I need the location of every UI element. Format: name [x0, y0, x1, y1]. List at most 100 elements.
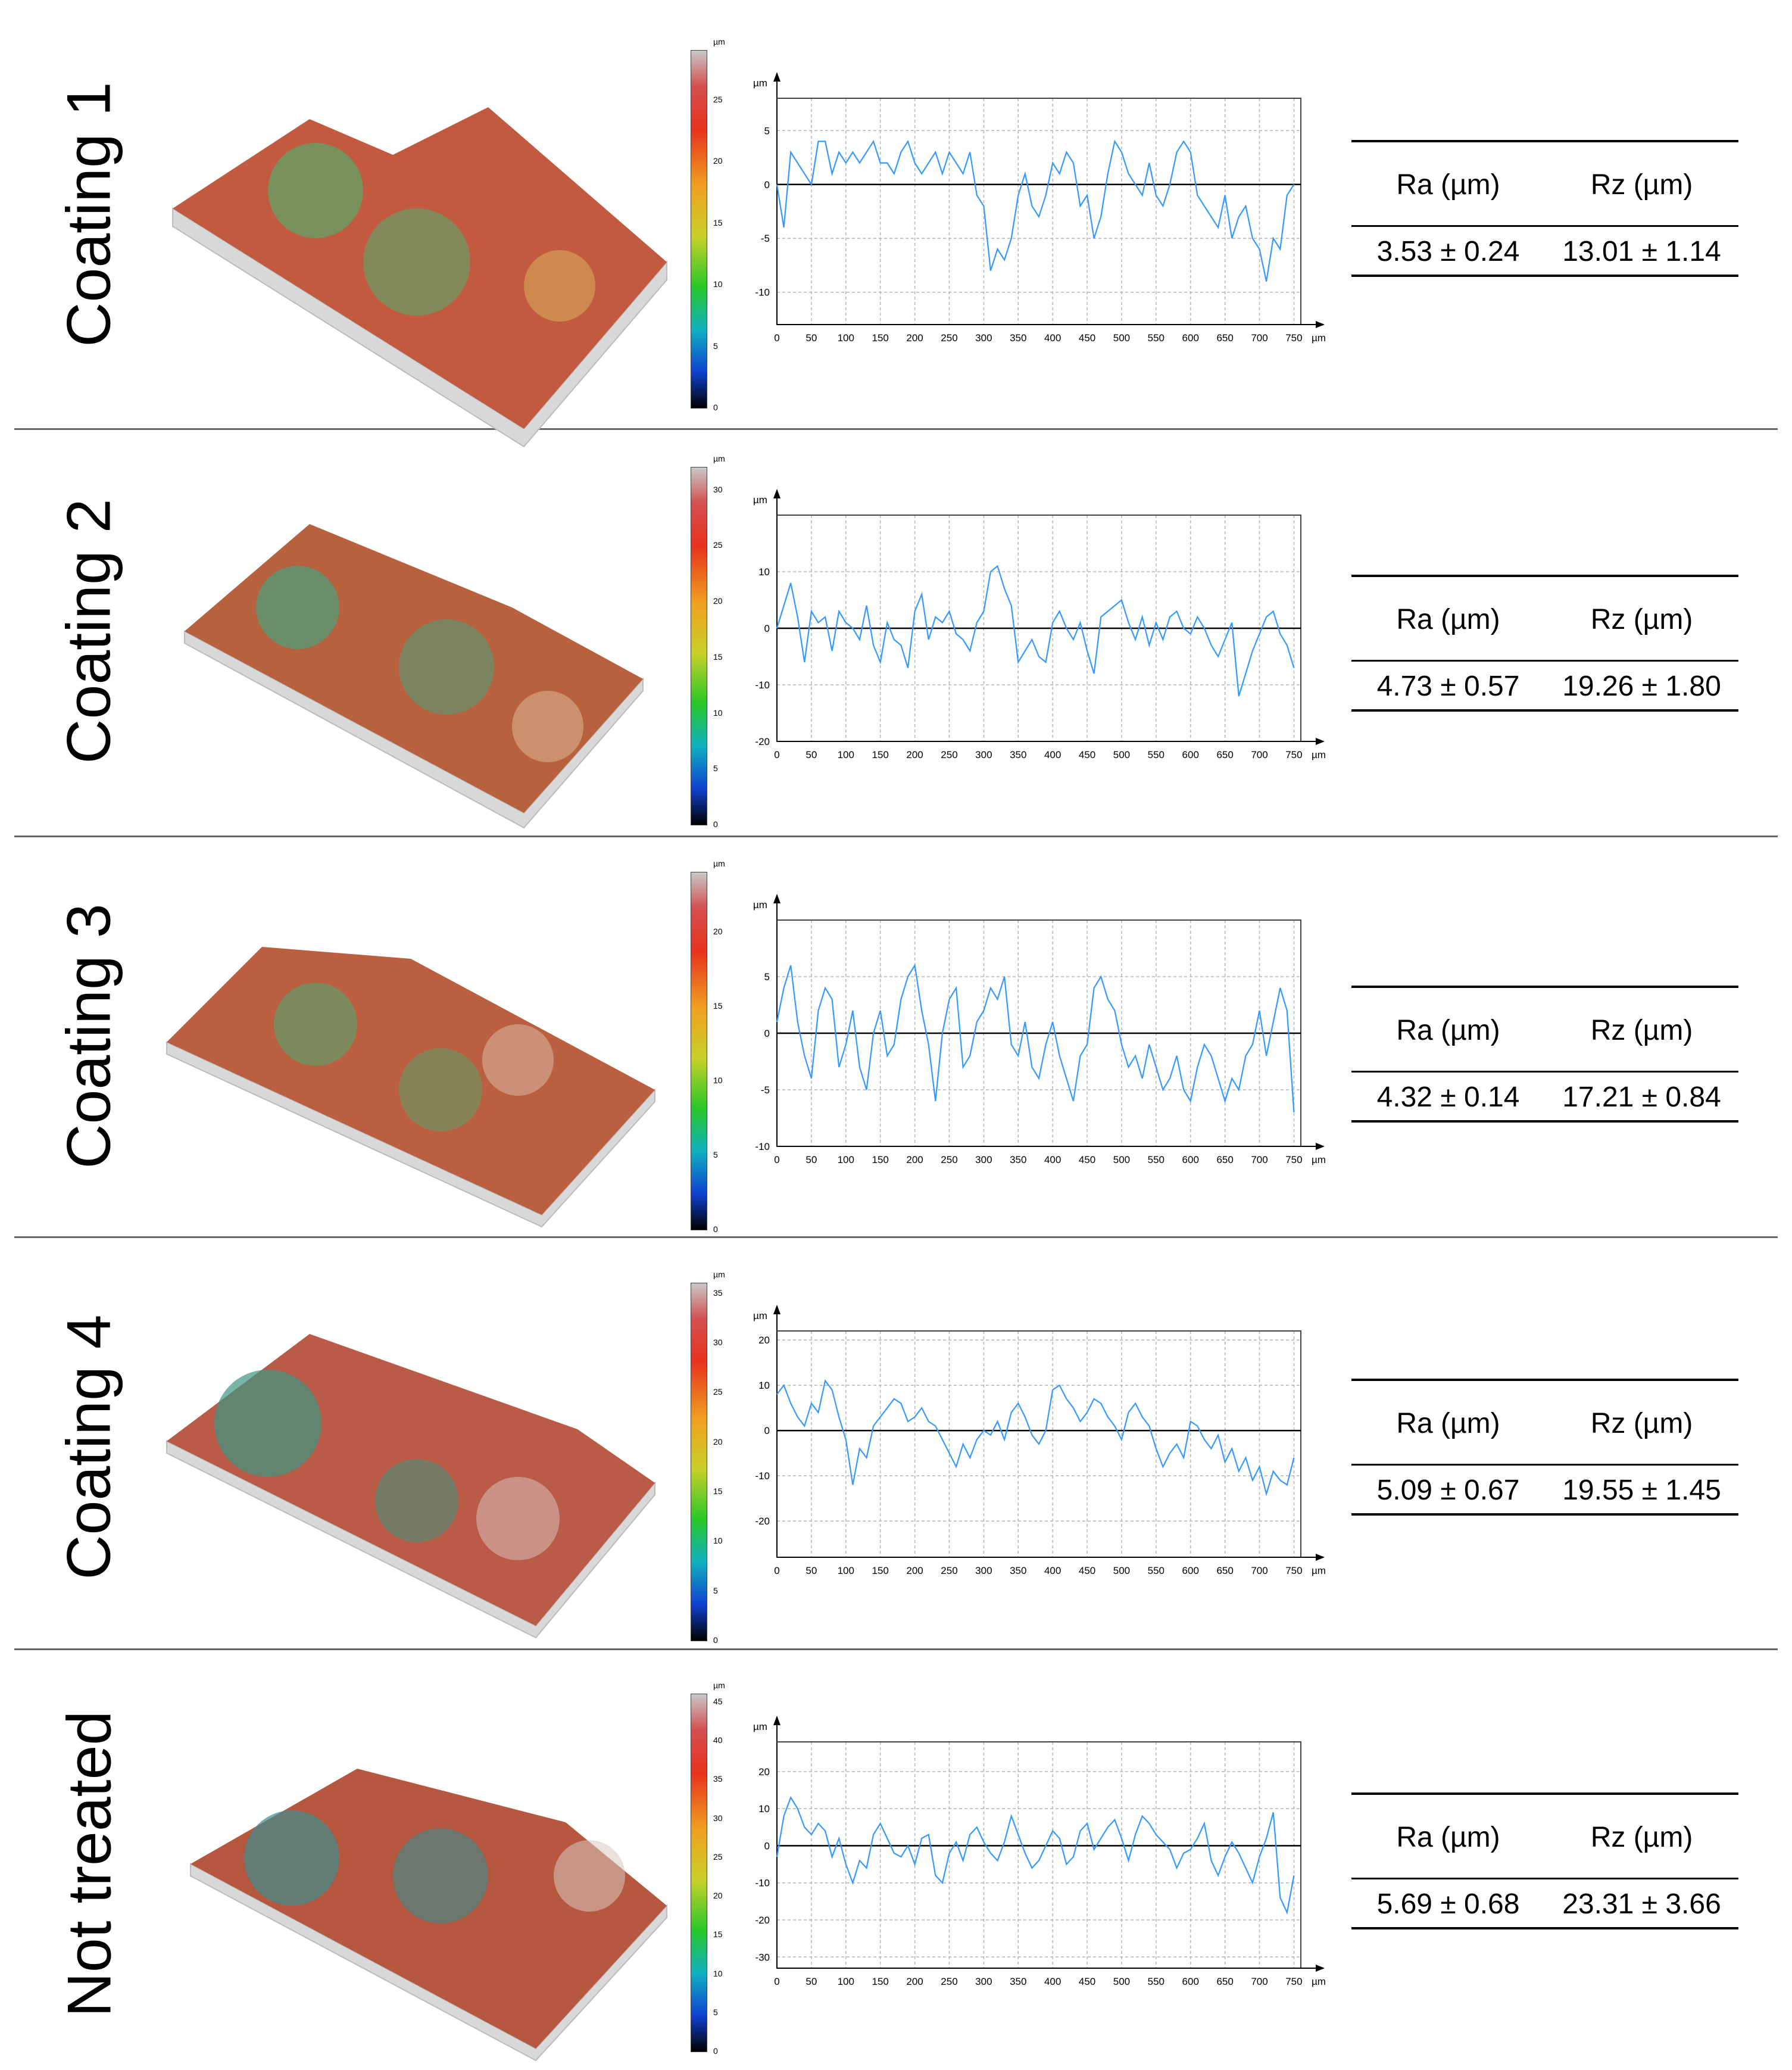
y-tick-label: 0	[764, 1028, 770, 1039]
x-tick-label: 450	[1079, 1976, 1095, 1987]
table-bottom-rule	[1351, 1927, 1738, 1929]
colorbar-tick-label: 40	[713, 1735, 723, 1745]
colorbar-unit: µm	[713, 1681, 725, 1690]
y-axis-arrow	[773, 72, 781, 82]
colorbar-gradient	[691, 467, 707, 825]
rz-header: Rz (µm)	[1590, 1408, 1693, 1439]
x-tick-label: 100	[838, 749, 854, 760]
plot-frame	[776, 98, 1301, 325]
x-tick-label: 0	[774, 1565, 779, 1576]
x-tick-label: 500	[1113, 749, 1130, 760]
x-tick-label: 250	[941, 1154, 957, 1165]
x-tick-label: 500	[1113, 1565, 1130, 1576]
colorbar-tick-label: 0	[713, 2046, 718, 2056]
table-mid-rule	[1351, 225, 1738, 227]
x-tick-label: 150	[872, 332, 888, 344]
y-tick-label: -10	[755, 1470, 770, 1482]
profile-chart: 0 50 100 150 200 250 300 350 400 450 500 550 600 650 7…	[753, 489, 1326, 760]
row-label: Not treated	[36, 1667, 143, 2060]
y-tick-label: 10	[758, 1380, 770, 1391]
colorbar-tick-label: 20	[713, 1436, 723, 1446]
y-axis-arrow	[773, 1305, 781, 1314]
row-label-text: Not treated	[55, 1710, 124, 2018]
y-tick-label: 5	[764, 125, 770, 136]
colorbar-tick-label: 25	[713, 1851, 723, 1862]
ra-header: Ra (µm)	[1396, 604, 1500, 635]
row-not-treated: Not treated µm 0 5 10 15 20 25 30 35 40 45 0 50 100…	[0, 1667, 1792, 2066]
table-top-rule	[1351, 575, 1738, 577]
x-tick-label: 150	[872, 1565, 888, 1576]
profile-series-line	[776, 963, 1295, 1113]
x-axis-unit: µm	[1312, 1976, 1326, 1987]
table-top-rule	[1351, 1792, 1738, 1795]
x-axis-arrow	[1316, 1143, 1325, 1150]
x-tick-label: 750	[1285, 332, 1302, 344]
colorbar-tick-label: 5	[713, 341, 718, 351]
colorbar-gradient	[691, 1283, 707, 1641]
x-tick-label: 600	[1182, 749, 1199, 760]
row-separator	[14, 1236, 1778, 1238]
x-tick-label: 100	[838, 1154, 854, 1165]
ra-value: 5.69 ± 0.68	[1376, 1888, 1520, 1920]
colorbar-tick-label: 35	[713, 1774, 723, 1784]
x-axis-arrow	[1316, 321, 1325, 328]
x-tick-label: 0	[774, 749, 779, 760]
colorbar-tick-label: 10	[713, 1536, 723, 1546]
x-tick-label: 450	[1079, 332, 1095, 344]
x-tick-label: 300	[975, 1154, 992, 1165]
colorbar-tick-label: 15	[713, 1001, 723, 1011]
x-tick-label: 450	[1079, 1154, 1095, 1165]
x-tick-label: 150	[872, 749, 888, 760]
y-tick-label: -10	[755, 1878, 770, 1889]
x-tick-label: 100	[838, 1976, 854, 1987]
y-tick-label: -5	[761, 1084, 770, 1096]
colorbar-tick-label: 30	[713, 1813, 723, 1823]
y-tick-label: -10	[755, 679, 770, 691]
y-tick-label: -20	[755, 1915, 770, 1926]
ra-header: Ra (µm)	[1396, 1015, 1500, 1046]
x-tick-label: 50	[806, 1976, 817, 1987]
rz-value: 17.21 ± 0.84	[1562, 1081, 1721, 1113]
x-tick-label: 600	[1182, 1565, 1199, 1576]
x-tick-label: 700	[1251, 1154, 1267, 1165]
colorbar-tick-label: 20	[713, 156, 723, 166]
rz-value: 23.31 ± 3.66	[1562, 1888, 1721, 1920]
x-tick-label: 300	[975, 1976, 992, 1987]
x-tick-label: 700	[1251, 1565, 1267, 1576]
profile-series-line	[776, 565, 1295, 697]
x-tick-label: 600	[1182, 1976, 1199, 1987]
row-coating-3: Coating 3 µm 0 5 10 15 20 0 50 100 150 200 250 300…	[0, 846, 1792, 1239]
x-tick-label: 700	[1251, 749, 1267, 760]
x-tick-label: 150	[872, 1976, 888, 1987]
y-tick-label: 0	[764, 1840, 770, 1851]
y-tick-label: 5	[764, 971, 770, 983]
rz-header: Rz (µm)	[1590, 1822, 1693, 1853]
y-axis-unit: µm	[753, 899, 767, 911]
ra-header: Ra (µm)	[1396, 1822, 1500, 1853]
x-tick-label: 400	[1044, 749, 1061, 760]
colorbar-tick-label: 35	[713, 1287, 723, 1298]
row-separator	[14, 1648, 1778, 1650]
colorbar-unit: µm	[713, 859, 725, 868]
x-tick-label: 200	[906, 332, 923, 344]
x-tick-label: 750	[1285, 1565, 1302, 1576]
x-tick-label: 150	[872, 1154, 888, 1165]
table-top-rule	[1351, 986, 1738, 988]
row-coating-2: Coating 2 µm 0 5 10 15 20 25 30 0 50 100 150 200 25…	[0, 441, 1792, 834]
x-tick-label: 550	[1148, 332, 1165, 344]
colorbar-tick-label: 15	[713, 1929, 723, 1940]
x-tick-label: 600	[1182, 332, 1199, 344]
x-tick-label: 50	[806, 1565, 817, 1576]
table-bottom-rule	[1351, 709, 1738, 712]
rz-header: Rz (µm)	[1590, 604, 1693, 635]
colorbar-tick-label: 30	[713, 1338, 723, 1347]
table-top-rule	[1351, 140, 1738, 142]
y-axis-arrow	[773, 489, 781, 498]
surface-3d-image	[166, 1334, 655, 1639]
x-tick-label: 750	[1285, 1154, 1302, 1165]
y-tick-label: 20	[758, 1766, 770, 1778]
roughness-table: Ra (µm) Rz (µm) 4.73 ± 0.57 19.26 ± 1.80	[1351, 575, 1738, 741]
rz-value: 13.01 ± 1.14	[1562, 236, 1721, 267]
colorbar: µm 0 5 10 15 20 25 30	[691, 454, 762, 840]
x-tick-label: 650	[1216, 1976, 1233, 1987]
